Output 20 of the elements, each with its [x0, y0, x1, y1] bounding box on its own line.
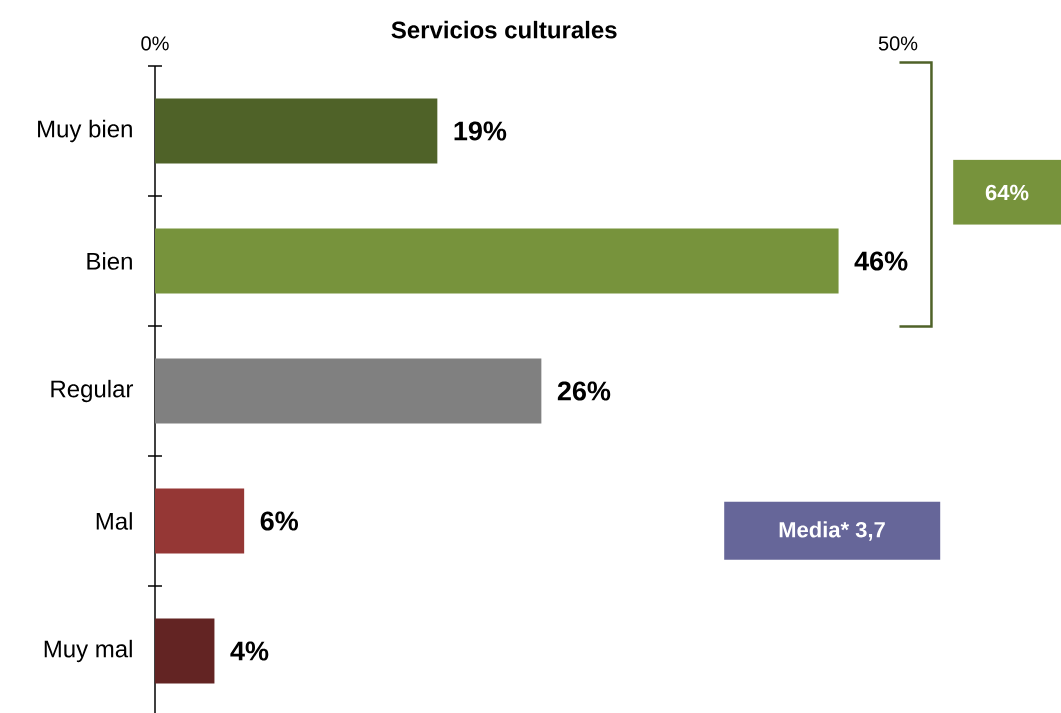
- data-label: 26%: [557, 381, 611, 401]
- y-tick-label: Mal: [96, 512, 132, 530]
- x-tick-label: 0%: [141, 36, 169, 51]
- bar: [155, 488, 245, 554]
- data-label: 4%: [230, 641, 269, 661]
- bar: [155, 98, 438, 164]
- y-tick-label: Regular: [51, 379, 134, 403]
- data-label: 6%: [260, 511, 299, 531]
- y-tick-label: Bien: [87, 252, 132, 270]
- text: 64%: [985, 184, 1029, 201]
- bar: [155, 228, 839, 294]
- data-label: 19%: [454, 121, 507, 141]
- bar: [155, 358, 542, 424]
- bar: [155, 618, 215, 684]
- annotation: Media* 3,7: [779, 521, 885, 541]
- data-label: 46%: [854, 251, 908, 271]
- x-tick-label: 50%: [878, 36, 918, 51]
- y-tick-label: Muy mal: [44, 639, 132, 663]
- chart-title: Servicios culturales: [391, 20, 617, 39]
- y-tick-label: Muy bien: [38, 119, 132, 143]
